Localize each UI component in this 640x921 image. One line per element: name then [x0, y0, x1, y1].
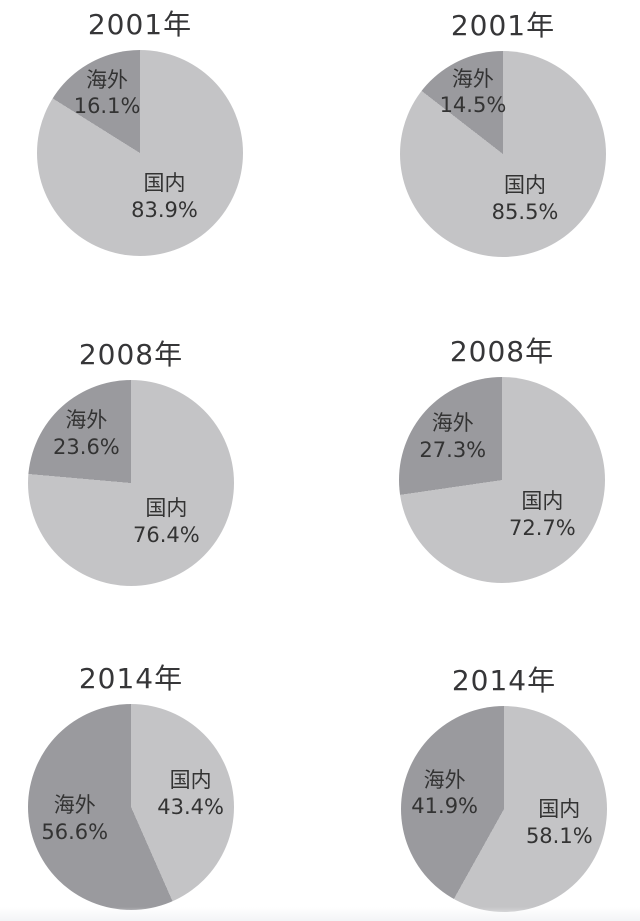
chart-title-2008-left: 2008年: [78, 338, 184, 371]
slice-label-domestic: 国内 43.4%: [157, 768, 224, 822]
slice-name: 海外: [423, 767, 466, 792]
pie-chart-2014-left: 2014年 国内 43.4% 海外 56.6%: [28, 662, 234, 910]
slice-label-overseas: 海外 41.9%: [411, 767, 478, 821]
slice-percentage: 56.6%: [41, 819, 109, 844]
pie-2001-left: 国内 83.9% 海外 16.1%: [37, 50, 243, 256]
pie-2008-right: 国内 72.7% 海外 27.3%: [399, 377, 605, 583]
slice-name: 海外: [53, 792, 96, 817]
pie-2014-left: 国内 43.4% 海外 56.6%: [28, 704, 234, 910]
slice-name: 国内: [143, 171, 186, 196]
chart-title-2001-right: 2001年: [450, 9, 556, 42]
pie-chart-2008-right: 2008年 国内 72.7% 海外 27.3%: [399, 335, 605, 583]
slice-name: 国内: [538, 797, 581, 822]
slice-percentage: 43.4%: [157, 795, 224, 820]
slice-name: 国内: [145, 495, 188, 520]
slice-percentage: 58.1%: [525, 824, 593, 849]
slice-name: 国内: [169, 768, 212, 793]
slice-label-domestic: 国内 58.1%: [526, 797, 593, 851]
slice-percentage: 83.9%: [131, 198, 198, 223]
slice-percentage: 23.6%: [53, 435, 120, 460]
slice-label-overseas: 海外 27.3%: [419, 411, 486, 465]
pie-chart-2014-right: 2014年 国内 58.1% 海外 41.9%: [401, 664, 607, 912]
pie-chart-2001-left: 2001年 国内 83.9% 海外 16.1%: [37, 8, 243, 256]
chart-title-2014-left: 2014年: [78, 662, 184, 695]
slice-label-domestic: 国内 83.9%: [131, 170, 198, 224]
pie-2014-right: 国内 58.1% 海外 41.9%: [401, 706, 607, 912]
slice-label-domestic: 国内 72.7%: [509, 488, 576, 542]
slice-name: 海外: [431, 411, 474, 436]
slice-label-domestic: 国内 76.4%: [133, 495, 200, 549]
slice-label-overseas: 海外 56.6%: [41, 792, 108, 846]
pie-2001-right: 国内 85.5% 海外 14.5%: [400, 51, 606, 257]
pie-chart-2001-right: 2001年 国内 85.5% 海外 14.5%: [400, 9, 606, 257]
chart-title-2001-left: 2001年: [87, 8, 193, 41]
slice-name: 国内: [521, 489, 564, 514]
slice-percentage: 85.5%: [491, 199, 559, 224]
slice-name: 海外: [86, 67, 129, 92]
slice-percentage: 72.7%: [509, 515, 576, 540]
pie-chart-2008-left: 2008年 国内 76.4% 海外 23.6%: [28, 338, 234, 586]
slice-percentage: 16.1%: [73, 94, 141, 119]
slice-name: 海外: [65, 408, 108, 433]
slice-percentage: 14.5%: [439, 93, 507, 118]
slice-label-overseas: 海外 16.1%: [74, 67, 141, 121]
chart-title-2014-right: 2014年: [451, 664, 557, 697]
slice-label-overseas: 海外 23.6%: [53, 407, 120, 461]
slice-percentage: 27.3%: [419, 438, 487, 463]
pie-2008-left: 国内 76.4% 海外 23.6%: [28, 380, 234, 586]
slice-label-overseas: 海外 14.5%: [440, 66, 507, 120]
chart-title-2008-right: 2008年: [449, 335, 555, 368]
slice-percentage: 41.9%: [411, 794, 479, 819]
slice-label-domestic: 国内 85.5%: [492, 172, 559, 226]
slice-name: 国内: [504, 173, 547, 198]
slice-percentage: 76.4%: [133, 522, 200, 547]
slice-name: 海外: [451, 66, 494, 91]
